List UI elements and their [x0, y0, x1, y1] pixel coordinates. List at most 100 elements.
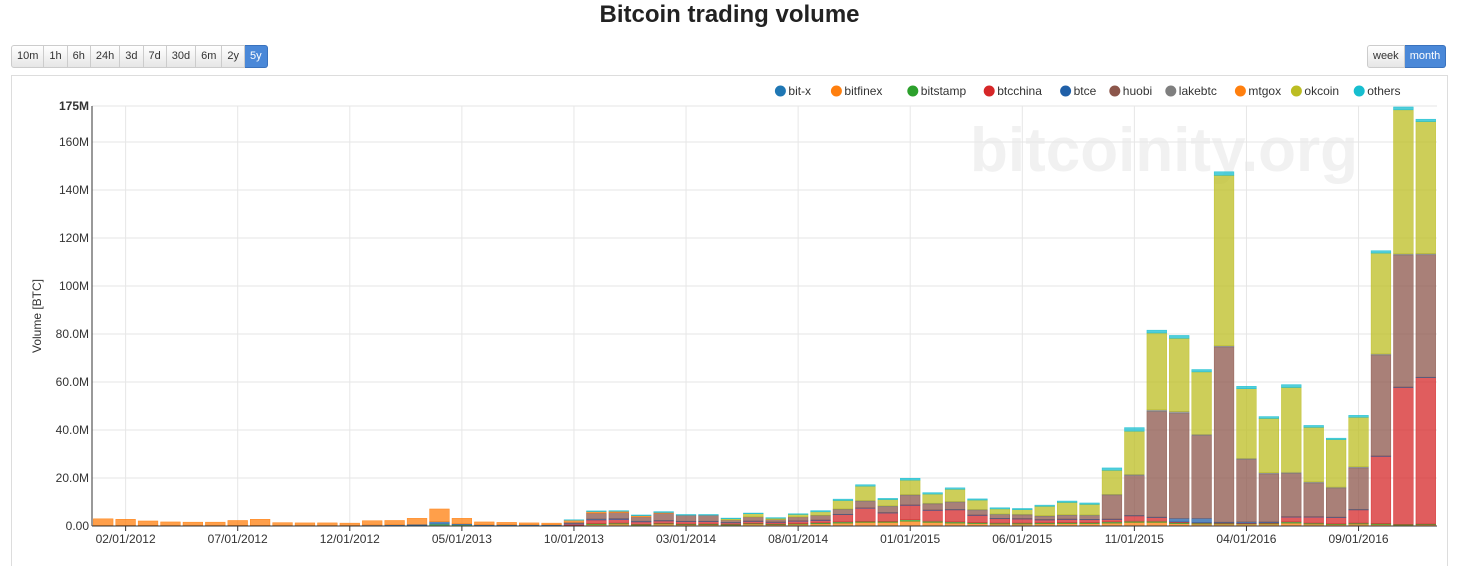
bar-segment-btcchina[interactable]	[989, 518, 1010, 524]
bar-segment-huobi[interactable]	[967, 509, 988, 516]
bar-segment-mtgox[interactable]	[93, 518, 114, 526]
bar-segment-okcoin[interactable]	[967, 499, 988, 510]
bar-segment-huobi[interactable]	[675, 514, 697, 522]
bar-segment-others[interactable]	[989, 507, 1010, 510]
legend-label-btce[interactable]: btce	[1074, 84, 1097, 98]
legend-label-btcchina[interactable]: btcchina	[997, 84, 1042, 98]
bar-segment-okcoin[interactable]	[1415, 121, 1436, 254]
bar-segment-others[interactable]	[720, 517, 741, 520]
bar-segment-okcoin[interactable]	[900, 479, 921, 495]
bar-segment-others[interactable]	[608, 510, 629, 512]
bar-segment-huobi[interactable]	[698, 514, 719, 522]
bar-segment-others[interactable]	[877, 498, 898, 500]
legend-swatch-btce[interactable]	[1060, 85, 1072, 97]
bar-segment-mtgox[interactable]	[384, 520, 405, 526]
bar-segment-others[interactable]	[810, 510, 831, 513]
bar-segment-mtgox[interactable]	[496, 522, 517, 526]
bar-segment-btcchina[interactable]	[1281, 516, 1302, 523]
bar-segment-mtgox[interactable]	[451, 518, 472, 525]
bar-segment-huobi[interactable]	[765, 519, 786, 523]
bar-segment-huobi[interactable]	[1191, 435, 1212, 519]
bar-segment-bitfinex[interactable]	[877, 522, 898, 527]
bar-segment-huobi[interactable]	[1303, 482, 1324, 517]
bar-segment-others[interactable]	[1012, 508, 1033, 510]
bar-segment-okcoin[interactable]	[832, 500, 854, 510]
bar-segment-huobi[interactable]	[1101, 494, 1123, 520]
bar-segment-mtgox[interactable]	[227, 520, 248, 526]
bar-segment-huobi[interactable]	[855, 501, 876, 509]
bar-segment-others[interactable]	[653, 511, 674, 513]
bar-segment-others[interactable]	[1191, 369, 1212, 373]
legend-label-bitstamp[interactable]: bitstamp	[921, 84, 967, 98]
bar-segment-huobi[interactable]	[1213, 346, 1235, 523]
bar-segment-others[interactable]	[1348, 415, 1369, 418]
legend-label-others[interactable]: others	[1367, 84, 1400, 98]
bar-segment-okcoin[interactable]	[1303, 427, 1324, 483]
bar-segment-btcchina[interactable]	[586, 519, 607, 524]
bar-segment-huobi[interactable]	[877, 506, 898, 513]
bar-segment-huobi[interactable]	[1326, 487, 1347, 518]
bar-segment-lakebtc[interactable]	[1169, 411, 1190, 414]
bar-segment-bitfinex[interactable]	[922, 522, 943, 527]
bar-segment-btce[interactable]	[1169, 518, 1190, 523]
bar-segment-okcoin[interactable]	[743, 513, 764, 518]
legend-swatch-huobi[interactable]	[1109, 85, 1121, 97]
bar-segment-others[interactable]	[788, 513, 809, 515]
bar-segment-mtgox[interactable]	[182, 521, 203, 526]
bar-segment-okcoin[interactable]	[989, 508, 1010, 515]
bar-segment-others[interactable]	[1393, 106, 1414, 111]
bar-segment-huobi[interactable]	[1012, 514, 1033, 519]
range-button-5y[interactable]: 5y	[245, 45, 268, 68]
bar-segment-btcchina[interactable]	[1303, 516, 1324, 524]
bar-segment-okcoin[interactable]	[944, 489, 966, 502]
bar-segment-bitfinex[interactable]	[855, 522, 876, 527]
bar-segment-huobi[interactable]	[900, 495, 921, 506]
bar-segment-huobi[interactable]	[743, 516, 764, 522]
legend-label-lakebtc[interactable]: lakebtc	[1179, 84, 1217, 98]
bar-segment-mtgox[interactable]	[406, 518, 428, 525]
bar-segment-mtgox[interactable]	[563, 519, 585, 523]
bar-segment-huobi[interactable]	[1169, 412, 1190, 519]
bar-segment-okcoin[interactable]	[1370, 252, 1392, 355]
bar-segment-others[interactable]	[1057, 500, 1078, 503]
range-button-7d[interactable]: 7d	[143, 45, 167, 68]
bar-segment-huobi[interactable]	[989, 514, 1010, 519]
bar-segment-others[interactable]	[1326, 437, 1347, 440]
bar-segment-btcchina[interactable]	[1146, 517, 1167, 522]
bar-segment-btcchina[interactable]	[1079, 519, 1100, 523]
bar-segment-btcchina[interactable]	[1057, 519, 1078, 523]
bar-segment-huobi[interactable]	[1236, 459, 1257, 523]
bar-segment-btcchina[interactable]	[1101, 519, 1123, 523]
bar-segment-btcchina[interactable]	[1370, 456, 1392, 524]
bar-segment-mtgox[interactable]	[429, 508, 450, 522]
bar-segment-mtgox[interactable]	[250, 519, 271, 526]
legend-swatch-bitstamp[interactable]	[907, 85, 919, 97]
bar-segment-huobi[interactable]	[1370, 354, 1392, 457]
bar-segment-okcoin[interactable]	[1034, 506, 1055, 516]
bar-segment-huobi[interactable]	[1348, 467, 1369, 510]
bar-segment-okcoin[interactable]	[1057, 502, 1078, 515]
legend-label-huobi[interactable]: huobi	[1123, 84, 1152, 98]
bar-segment-btcchina[interactable]	[1326, 517, 1347, 525]
bar-segment-mtgox[interactable]	[339, 522, 360, 526]
bar-segment-others[interactable]	[967, 498, 988, 501]
legend-swatch-btcchina[interactable]	[983, 85, 995, 97]
bar-segment-huobi[interactable]	[922, 503, 943, 511]
bar-segment-btcchina[interactable]	[1348, 509, 1369, 524]
bar-segment-mtgox[interactable]	[205, 521, 226, 526]
bar-segment-btcchina[interactable]	[1415, 377, 1436, 525]
bar-segment-btcchina[interactable]	[743, 521, 764, 524]
bar-segment-bitfinex[interactable]	[1146, 522, 1167, 527]
bar-segment-okcoin[interactable]	[877, 499, 898, 507]
period-button-month[interactable]: month	[1404, 45, 1447, 68]
legend-swatch-okcoin[interactable]	[1290, 85, 1302, 97]
bar-segment-btce[interactable]	[429, 521, 450, 525]
bar-segment-others[interactable]	[944, 487, 966, 490]
bar-segment-okcoin[interactable]	[1169, 338, 1190, 412]
bar-segment-huobi[interactable]	[832, 509, 854, 515]
bar-segment-others[interactable]	[855, 484, 876, 487]
bar-segment-others[interactable]	[1034, 504, 1055, 507]
bar-segment-btcchina[interactable]	[631, 521, 652, 525]
bar-segment-huobi[interactable]	[1124, 475, 1145, 516]
bar-segment-others[interactable]	[743, 512, 764, 515]
